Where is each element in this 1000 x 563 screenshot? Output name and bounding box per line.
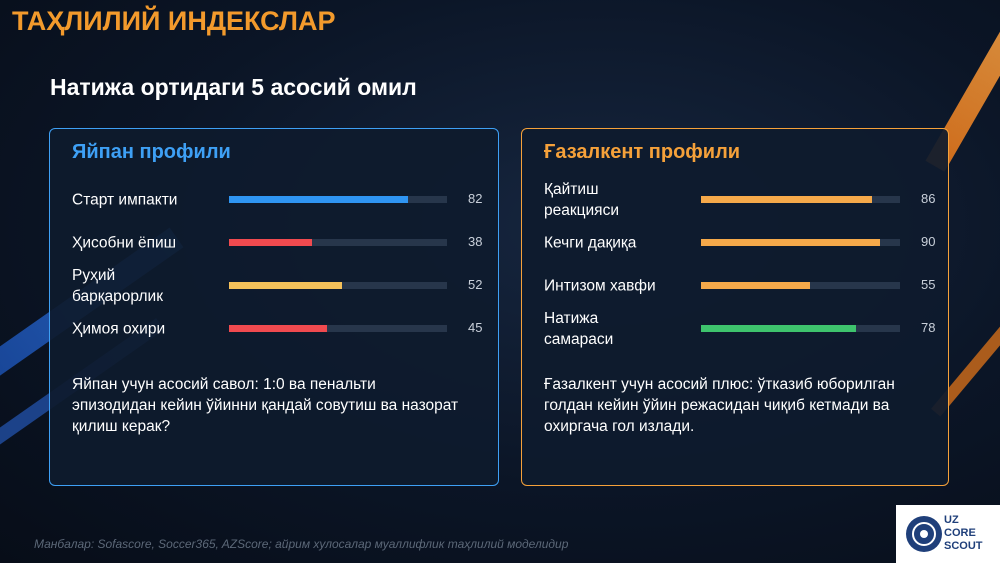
metric-value: 86 bbox=[921, 191, 936, 206]
logo-text: UZ CORE SCOUT bbox=[944, 514, 983, 553]
panel-title: Ғазалкент профили bbox=[544, 141, 741, 163]
metric-label: Кечги дақиқа bbox=[544, 234, 637, 251]
metric-value: 90 bbox=[921, 234, 936, 249]
metric-label: Руҳий барқарорлик bbox=[72, 266, 163, 305]
logo-line: SCOUT bbox=[944, 540, 983, 552]
metric-label: Интизом хавфи bbox=[544, 277, 656, 294]
bar bbox=[229, 325, 328, 332]
bar bbox=[701, 196, 873, 203]
bar-track bbox=[701, 239, 900, 246]
bar bbox=[701, 282, 811, 289]
logo-line: CORE bbox=[944, 527, 976, 539]
metric-value: 82 bbox=[468, 191, 483, 206]
bar-track bbox=[701, 196, 900, 203]
bar bbox=[229, 196, 408, 203]
logo-icon bbox=[906, 516, 942, 552]
logo-line: UZ bbox=[944, 514, 959, 526]
logo: UZ CORE SCOUT bbox=[896, 505, 1000, 563]
metric-label: Ҳимоя охири bbox=[72, 320, 166, 337]
bar bbox=[701, 239, 881, 246]
panel: Ғазалкент профили Қайтиш реакцияси 86 Кечги… bbox=[521, 128, 949, 486]
bar-track bbox=[701, 325, 900, 332]
metric-value: 45 bbox=[468, 320, 483, 335]
metric-label: Ҳисобни ёпиш bbox=[72, 234, 177, 251]
bar-track bbox=[229, 239, 447, 246]
bar bbox=[229, 239, 312, 246]
bar-track bbox=[701, 282, 900, 289]
bar bbox=[701, 325, 857, 332]
bar bbox=[229, 282, 343, 289]
metric-value: 55 bbox=[921, 277, 936, 292]
bar-track bbox=[229, 325, 447, 332]
metric-value: 52 bbox=[468, 277, 483, 292]
panel-note: Ғазалкент учун асосий плюс: ўтказиб юбор… bbox=[544, 376, 895, 435]
bar-track bbox=[229, 196, 447, 203]
source: Манбалар: Sofascore, Soccer365, AZScore;… bbox=[34, 537, 569, 551]
panel: Яйпан профили Старт импакти 82 Ҳисобни ёпиш… bbox=[49, 128, 499, 486]
metric-label: Натижа самараси bbox=[544, 309, 614, 348]
metric-label: Қайтиш реакцияси bbox=[544, 180, 619, 219]
panel-title: Яйпан профили bbox=[72, 141, 231, 163]
bar-track bbox=[229, 282, 447, 289]
metric-value: 78 bbox=[921, 320, 936, 335]
title: ТАҲЛИЛИЙ ИНДЕКСЛАР bbox=[12, 6, 336, 36]
subtitle: Натижа ортидаги 5 асосий омил bbox=[50, 74, 417, 100]
metric-value: 38 bbox=[468, 234, 483, 249]
panel-note: Яйпан учун асосий савол: 1:0 ва пенальти… bbox=[72, 376, 459, 435]
metric-label: Старт импакти bbox=[72, 191, 178, 208]
